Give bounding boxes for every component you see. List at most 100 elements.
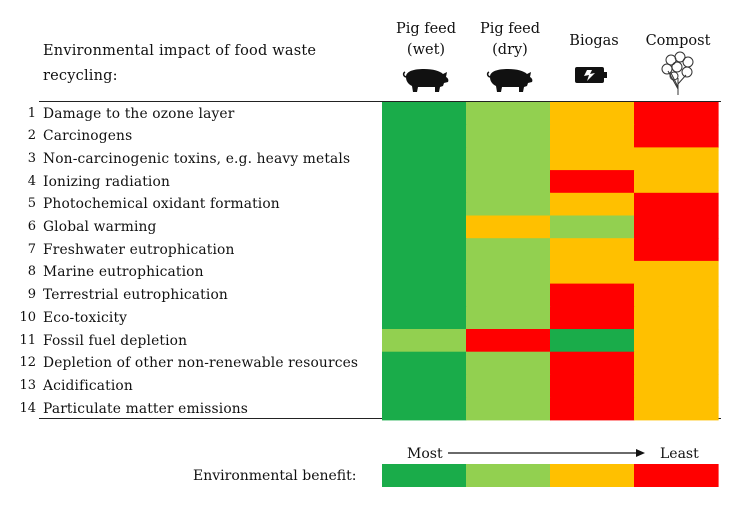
- heatmap-cell: [382, 329, 467, 353]
- heatmap-cell: [634, 192, 719, 217]
- row-label: Ionizing radiation: [43, 173, 170, 190]
- heatmap-cell: [550, 170, 635, 194]
- column-header-line2: (wet): [406, 42, 446, 58]
- column-header-compost: Compost: [636, 31, 720, 52]
- heatmap-cell: [634, 374, 719, 398]
- column-header-line1: Pig feed: [395, 21, 457, 37]
- legend-arrow-head: [636, 449, 645, 457]
- heatmap-cell: [382, 147, 467, 171]
- row-label: Freshwater eutrophication: [43, 241, 235, 258]
- heatmap-cell: [634, 215, 719, 239]
- heatmap-cell: [634, 238, 719, 262]
- heatmap-cell: [466, 170, 551, 194]
- column-header-line1: Pig feed: [479, 21, 541, 37]
- heatmap-cell: [634, 306, 719, 330]
- column-header-line1: Biogas: [569, 33, 619, 49]
- heatmap-cell: [550, 238, 635, 262]
- heatmap-cell: [382, 283, 467, 307]
- row-number: 2: [27, 128, 36, 144]
- heatmap-cell: [466, 397, 551, 421]
- row-number: 10: [19, 309, 36, 325]
- heatmap-cell: [466, 215, 551, 239]
- heatmap-cell: [466, 147, 551, 171]
- column-header-biogas: Biogas: [552, 31, 636, 52]
- column-header-line2: (dry): [492, 42, 528, 58]
- row-label: Acidification: [43, 377, 133, 394]
- row-label: Non-carcinogenic toxins, e.g. heavy meta…: [43, 150, 351, 167]
- heatmap-cell: [466, 260, 551, 285]
- heatmap-cell: [634, 397, 719, 421]
- heatmap-cell: [466, 329, 551, 353]
- heatmap-cell: [382, 215, 467, 239]
- row-number: 11: [19, 332, 36, 348]
- heatmap-cell: [466, 124, 551, 148]
- heatmap-cell: [382, 124, 467, 148]
- heatmap-cell: [550, 192, 635, 217]
- row-number: 13: [19, 377, 36, 393]
- row-number: 4: [27, 173, 36, 189]
- heatmap-cell: [634, 351, 719, 375]
- row-label: Eco-toxicity: [43, 309, 128, 326]
- row-label: Depletion of other non-renewable resourc…: [43, 355, 359, 372]
- heatmap-cell: [550, 102, 635, 126]
- heatmap-cell: [382, 238, 467, 262]
- legend-swatch: [382, 464, 467, 487]
- row-number: 3: [27, 150, 36, 166]
- legend-swatch: [550, 464, 635, 487]
- heatmap-cell: [382, 397, 467, 421]
- pig-icon: [402, 69, 449, 92]
- row-label: Marine eutrophication: [43, 264, 204, 281]
- heatmap-cell: [550, 215, 635, 239]
- heatmap-cell: [382, 306, 467, 330]
- heatmap-cell: [634, 170, 719, 194]
- battery-icon: [575, 67, 607, 83]
- row-number: 5: [27, 196, 36, 212]
- row-number: 9: [27, 287, 36, 303]
- legend-most-label: Most: [407, 446, 443, 462]
- legend-least-label: Least: [660, 446, 699, 462]
- row-number: 7: [27, 241, 36, 257]
- row-number: 8: [27, 264, 36, 280]
- heatmap-cell: [466, 374, 551, 398]
- heatmap-cell: [634, 102, 719, 126]
- plant-icon: [661, 51, 694, 95]
- heatmap-cell: [382, 374, 467, 398]
- row-label: Global warming: [43, 219, 157, 235]
- heatmap-cell: [466, 102, 551, 126]
- row-label: Terrestrial eutrophication: [43, 287, 228, 304]
- row-label: Particulate matter emissions: [43, 400, 249, 417]
- heatmap-cell: [634, 283, 719, 307]
- column-header-pig-feed-wet: Pig feed (wet): [384, 19, 468, 61]
- heatmap-cell: [382, 260, 467, 285]
- legend-title: Environmental benefit:: [193, 468, 357, 484]
- heatmap-cell: [550, 374, 635, 398]
- heatmap-cell: [634, 147, 719, 171]
- heatmap-cell: [466, 192, 551, 217]
- legend-swatch: [466, 464, 551, 487]
- heatmap-cell: [466, 238, 551, 262]
- row-label: Fossil fuel depletion: [43, 332, 188, 349]
- heatmap-cell: [634, 124, 719, 148]
- heatmap-cell: [550, 260, 635, 285]
- heatmap-cell: [382, 351, 467, 375]
- column-header-pig-feed-dry: Pig feed (dry): [468, 19, 552, 61]
- column-header-line1: Compost: [645, 33, 711, 49]
- heatmap-cell: [466, 283, 551, 307]
- heatmap-cell: [382, 192, 467, 217]
- heatmap-cell: [550, 306, 635, 330]
- heatmap-cell: [634, 260, 719, 285]
- row-number: 12: [19, 355, 36, 371]
- heatmap-cell: [550, 283, 635, 307]
- heatmap-cell: [550, 351, 635, 375]
- row-number: 6: [27, 219, 36, 234]
- heatmap-cell: [382, 170, 467, 194]
- row-number: 1: [27, 105, 36, 121]
- heatmap-cell: [634, 329, 719, 353]
- pig-icon: [486, 69, 533, 92]
- heatmap-cell: [382, 102, 467, 126]
- chart-title: Environmental impact of food waste recyc…: [43, 43, 317, 84]
- row-label: Carcinogens: [43, 128, 133, 145]
- row-number: 14: [19, 400, 36, 416]
- table-top-rule: [39, 101, 721, 102]
